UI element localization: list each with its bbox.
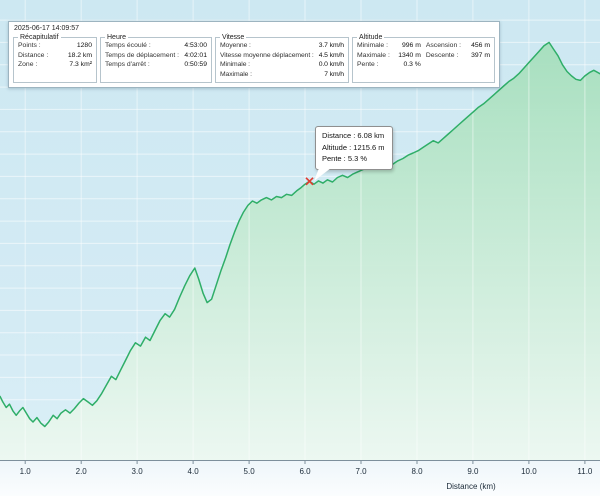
- stats-group-vitesse: Vitesse Moyenne : 3.7 km/h Vitesse moyenn…: [215, 34, 349, 83]
- stat-value: 18.2 km: [67, 51, 92, 59]
- x-tick-label: 1.0: [20, 467, 32, 476]
- x-tick-label: 2.0: [76, 467, 88, 476]
- stat-value: 1340 m: [398, 51, 421, 59]
- x-tick-label: 11.0: [577, 467, 593, 476]
- elevation-line: [0, 41, 600, 428]
- stat-value: 4:02:01: [184, 51, 207, 59]
- group-title: Vitesse: [222, 34, 245, 41]
- stat-label: Distance :: [18, 51, 49, 59]
- stat-label: Pente :: [357, 61, 379, 69]
- stat-label: [426, 60, 461, 70]
- stat-value: 7.3 km²: [69, 61, 92, 69]
- chart-tooltip: Distance : 6.08 km Altitude : 1215.6 m P…: [315, 126, 393, 170]
- track-timestamp: 2025-06-17 14:09:57: [14, 25, 79, 32]
- axis-strip: [0, 460, 600, 496]
- stat-value: 0:50:59: [184, 61, 207, 69]
- x-tick-label: 8.0: [411, 467, 423, 476]
- x-tick-label: 4.0: [188, 467, 200, 476]
- stat-value: 4.5 km/h: [318, 51, 344, 59]
- stat-value: 1280: [76, 42, 92, 49]
- stat-value: 4:53:00: [184, 42, 207, 49]
- stat-row: Temps écoulé : 4:53:00: [105, 41, 207, 51]
- stat-value: [466, 60, 490, 70]
- stat-row: Moyenne : 3.7 km/h: [220, 41, 344, 51]
- x-tick-label: 10.0: [521, 467, 537, 476]
- stat-label: Minimale :: [220, 61, 250, 69]
- stat-row: Zone : 7.3 km²: [18, 60, 92, 70]
- stat-row: Distance : 18.2 km: [18, 51, 92, 61]
- x-tick-label: 3.0: [132, 467, 144, 476]
- x-tick-label: 7.0: [355, 467, 367, 476]
- stat-value: 0.3 %: [403, 61, 421, 69]
- stat-value: 456 m: [471, 42, 490, 49]
- stat-value: 397 m: [471, 51, 490, 59]
- x-tick-label: 9.0: [467, 467, 479, 476]
- stat-value: 0.0 km/h: [318, 61, 344, 69]
- stat-label: Vitesse moyenne déplacement :: [220, 51, 314, 59]
- stats-panel: 2025-06-17 14:09:57 Récapitulatif Points…: [8, 21, 500, 88]
- stat-value: 7 km/h: [324, 70, 344, 78]
- elevation-area-fill: [0, 42, 600, 461]
- stat-label: Temps de déplacement :: [105, 51, 180, 59]
- stat-row: Vitesse moyenne déplacement : 4.5 km/h: [220, 51, 344, 61]
- stat-label: Maximale :: [357, 51, 390, 59]
- x-axis-title: Distance (km): [446, 482, 496, 491]
- stat-label: Temps écoulé :: [105, 42, 151, 49]
- stats-group-heure: Heure Temps écoulé : 4:53:00 Temps de dép…: [100, 34, 212, 83]
- stat-value: 3.7 km/h: [318, 42, 344, 49]
- stat-row: Temps de déplacement : 4:02:01: [105, 51, 207, 61]
- tooltip-distance: Distance : 6.08 km: [322, 131, 385, 140]
- group-title: Heure: [107, 34, 127, 41]
- stat-label: Maximale :: [220, 70, 252, 78]
- tooltip-slope: Pente : 5.3 %: [322, 154, 368, 164]
- stat-row: Maximale : 7 km/h: [220, 70, 344, 80]
- x-tick-label: 6.0: [299, 467, 311, 476]
- stat-label: Descente :: [425, 51, 459, 59]
- stats-groups: Récapitulatif Points : 1280 Distance : 18.…: [13, 34, 495, 83]
- stat-label: Moyenne :: [220, 42, 251, 49]
- stats-group-altitude: Altitude Minimale : 996 m Ascension : 456 m…: [352, 34, 495, 83]
- altitude-grid: Minimale : 996 m Ascension : 456 m Maximale…: [357, 41, 490, 70]
- stat-label: Temps d'arrêt :: [105, 61, 150, 69]
- stat-label: Zone :: [18, 61, 38, 69]
- group-title: Altitude: [359, 34, 383, 41]
- stat-label: Minimale :: [357, 42, 388, 49]
- stats-group-recap: Récapitulatif Points : 1280 Distance : 18.…: [13, 34, 97, 83]
- stat-row: Minimale : 0.0 km/h: [220, 60, 344, 70]
- stat-label: Ascension :: [425, 42, 461, 49]
- tooltip-altitude: Altitude : 1215.6 m: [322, 142, 385, 152]
- stat-value: 996 m: [401, 42, 421, 49]
- x-tick-label: 5.0: [244, 467, 256, 476]
- group-title: Récapitulatif: [20, 34, 59, 41]
- stat-row: Temps d'arrêt : 0:50:59: [105, 60, 207, 70]
- stat-row: Points : 1280: [18, 41, 92, 51]
- stat-label: Points :: [18, 42, 41, 49]
